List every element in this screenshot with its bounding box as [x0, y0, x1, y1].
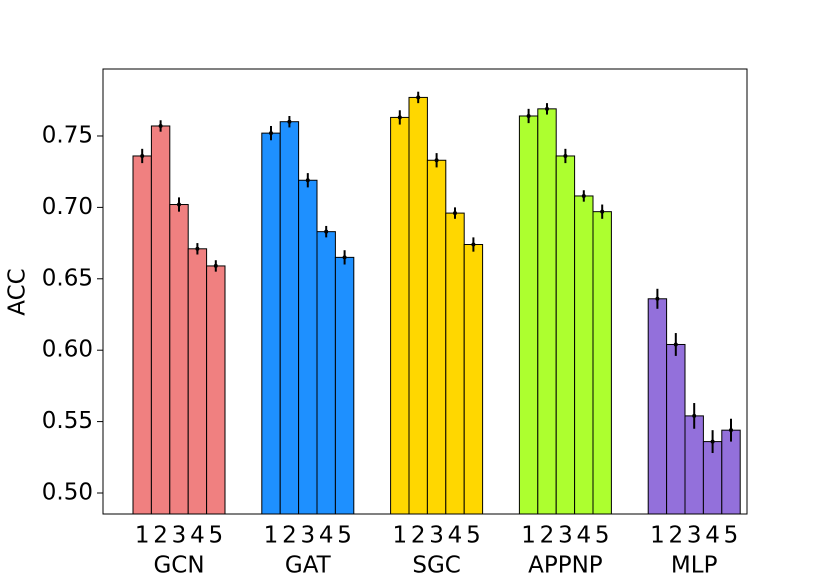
error-center: [673, 342, 678, 347]
y-tick-label: 0.55: [42, 408, 93, 434]
bar: [721, 429, 741, 515]
error-center: [692, 413, 697, 418]
x-tick-label: 4: [319, 523, 334, 549]
y-tick-label: 0.50: [42, 480, 93, 506]
x-tick-label: 2: [540, 523, 555, 549]
x-tick-label: 4: [705, 523, 720, 549]
error-center: [140, 153, 145, 158]
bar: [334, 256, 355, 515]
x-tick-label: 3: [558, 523, 573, 549]
bar: [684, 415, 704, 515]
bar: [518, 115, 539, 515]
x-tick-label: 3: [300, 523, 315, 549]
x-tick-label: 2: [411, 523, 426, 549]
group-label: MLP: [671, 553, 718, 578]
error-center: [305, 178, 310, 183]
error-center: [269, 131, 273, 136]
error-center: [655, 296, 660, 301]
bar: [574, 195, 594, 515]
x-tick-label: 4: [190, 523, 205, 549]
x-tick-label: 1: [264, 523, 279, 549]
bar: [261, 132, 281, 515]
y-axis-label: ACC: [5, 268, 31, 315]
error-center: [158, 123, 163, 128]
bar: [316, 231, 336, 515]
y-tick-label: 0.75: [42, 122, 93, 148]
group-label: GAT: [285, 553, 332, 578]
bar: [150, 125, 171, 515]
group-label: SGC: [412, 553, 460, 578]
x-tick-label: 5: [466, 523, 481, 549]
x-tick-label: 3: [687, 523, 702, 549]
error-center: [213, 263, 218, 268]
error-center: [416, 95, 421, 100]
error-center: [729, 428, 733, 433]
error-center: [581, 193, 586, 198]
x-tick-label: 4: [448, 523, 463, 549]
error-center: [453, 211, 457, 216]
bar: [187, 248, 208, 515]
group-label: APPNP: [528, 553, 603, 578]
x-tick-label: 5: [208, 523, 223, 549]
bar: [537, 108, 557, 515]
bar: [390, 116, 410, 515]
x-tick-label: 5: [337, 523, 352, 549]
plot-frame: [102, 68, 748, 515]
bar: [445, 212, 465, 515]
error-center: [710, 439, 715, 444]
x-tick-label: 4: [576, 523, 591, 549]
error-center: [342, 255, 347, 260]
x-tick-label: 5: [595, 523, 610, 549]
bar: [555, 155, 576, 515]
x-tick-label: 5: [724, 523, 739, 549]
y-tick-label: 0.65: [42, 265, 93, 291]
y-tick-label: 0.60: [42, 337, 93, 363]
error-center: [397, 115, 402, 120]
x-tick-label: 1: [392, 523, 407, 549]
x-tick-label: 1: [650, 523, 665, 549]
error-center: [471, 242, 476, 247]
x-tick-label: 3: [172, 523, 187, 549]
x-tick-label: 2: [282, 523, 297, 549]
error-center: [545, 106, 549, 111]
bar: [206, 265, 226, 515]
group-label: GCN: [153, 553, 204, 578]
bar: [666, 343, 686, 515]
x-tick-label: 2: [153, 523, 168, 549]
error-center: [195, 246, 200, 251]
bar: [279, 121, 300, 515]
x-tick-label: 1: [135, 523, 150, 549]
bar: [132, 155, 152, 515]
x-tick-label: 3: [429, 523, 444, 549]
bar: [463, 244, 484, 515]
error-center: [434, 158, 439, 163]
error-center: [287, 119, 292, 124]
error-center: [324, 229, 329, 234]
bar: [408, 96, 428, 515]
y-tick-label: 0.70: [42, 194, 93, 220]
error-center: [563, 153, 568, 158]
bar: [647, 298, 668, 515]
bar: [169, 204, 189, 515]
bar: [426, 159, 447, 515]
x-tick-label: 2: [668, 523, 683, 549]
bar: [298, 179, 318, 515]
error-center: [600, 209, 605, 214]
error-center: [526, 113, 531, 118]
bar: [592, 211, 612, 515]
x-tick-label: 1: [521, 523, 536, 549]
error-center: [177, 202, 181, 207]
